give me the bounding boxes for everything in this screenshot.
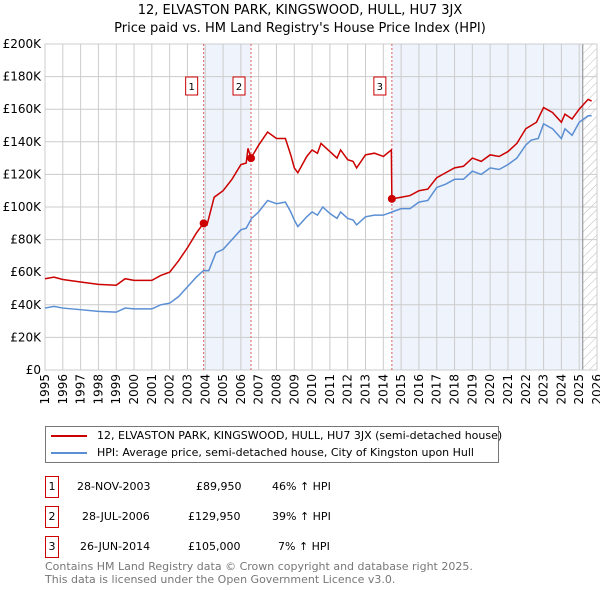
x-tick-label: 2010: [305, 374, 319, 405]
y-tick-label: £180K: [3, 70, 43, 84]
sale-price: £129,950: [188, 510, 241, 523]
x-tick-label: 2020: [483, 374, 497, 405]
table-row: 1 28-NOV-2003 £89,950 46% ↑ HPI: [45, 476, 445, 498]
x-tick-label: 1995: [38, 374, 52, 405]
legend-item-hpi: HPI: Average price, semi-detached house,…: [51, 444, 474, 461]
legend-item-property: 12, ELVASTON PARK, KINGSWOOD, HULL, HU7 …: [51, 427, 502, 444]
sale-marker-box: [185, 76, 199, 96]
footer-copyright: Contains HM Land Registry data © Crown c…: [45, 560, 473, 573]
sale-price: £105,000: [188, 540, 241, 553]
sale-date: 28-NOV-2003: [77, 480, 151, 493]
chart-title: 12, ELVASTON PARK, KINGSWOOD, HULL, HU7 …: [137, 3, 463, 18]
property-price-line: [44, 98, 592, 287]
footer-licence: This data is licensed under the Open Gov…: [45, 573, 396, 586]
x-tick-label: 2013: [359, 374, 373, 405]
x-tick-label: 2003: [180, 374, 194, 405]
chart-subtitle: Price paid vs. HM Land Registry's House …: [114, 21, 486, 36]
y-tick-label: £20K: [10, 330, 42, 344]
sale-point: [247, 154, 256, 163]
x-tick-label: 1997: [74, 374, 88, 405]
x-tick-label: 2006: [234, 374, 248, 405]
sale-badge: 3: [45, 536, 59, 558]
y-tick-label: £100K: [3, 200, 43, 214]
table-row: 2 28-JUL-2006 £129,950 39% ↑ HPI: [45, 506, 445, 528]
x-tick-label: 2024: [554, 374, 568, 405]
x-tick-label: 2021: [501, 374, 515, 405]
x-tick-label: 2015: [394, 374, 408, 405]
sale-hpi: 39% ↑ HPI: [272, 510, 331, 523]
sale-marker-label: 2: [236, 82, 242, 93]
sale-marker-box: [232, 76, 246, 96]
y-tick-label: £0: [26, 363, 41, 377]
x-tick-label: 2009: [287, 374, 301, 405]
y-tick-label: £80K: [10, 233, 42, 247]
x-tick-label: 2014: [376, 374, 390, 405]
x-tick-label: 2008: [269, 374, 283, 405]
sale-point: [199, 219, 208, 228]
x-tick-label: 2018: [448, 374, 462, 405]
sale-point: [387, 194, 396, 203]
x-tick-label: 2017: [430, 374, 444, 405]
sale-hpi: 46% ↑ HPI: [272, 480, 331, 493]
plot-frame: [44, 43, 598, 371]
sale-date: 28-JUL-2006: [82, 510, 150, 523]
y-tick-label: £200K: [3, 37, 43, 51]
x-tick-label: 2000: [127, 374, 141, 405]
x-tick-label: 2011: [323, 374, 337, 405]
x-tick-label: 2005: [216, 374, 230, 405]
x-tick-label: 2012: [341, 374, 355, 405]
sale-badge: 1: [45, 476, 59, 498]
y-tick-label: £160K: [3, 102, 43, 116]
legend-swatch-red: [51, 434, 87, 437]
legend-swatch-blue: [51, 451, 87, 454]
x-tick-label: 2007: [252, 374, 266, 405]
x-tick-label: 2001: [145, 374, 159, 405]
sale-date: 26-JUN-2014: [80, 540, 151, 553]
y-tick-label: £120K: [3, 167, 43, 181]
sale-marker-label: 1: [188, 82, 194, 93]
sale-price: £89,950: [196, 480, 242, 493]
x-tick-label: 1996: [56, 374, 70, 405]
x-tick-label: 2019: [465, 374, 479, 405]
table-row: 3 26-JUN-2014 £105,000 7% ↑ HPI: [45, 536, 445, 558]
y-tick-label: £40K: [10, 298, 42, 312]
y-tick-label: £60K: [10, 265, 42, 279]
legend-label: 12, ELVASTON PARK, KINGSWOOD, HULL, HU7 …: [97, 429, 503, 442]
sale-marker-box: [373, 76, 387, 96]
x-tick-label: 2004: [198, 374, 212, 405]
x-tick-label: 2002: [163, 374, 177, 405]
sale-badge: 2: [45, 506, 59, 528]
legend-label: HPI: Average price, semi-detached house,…: [97, 446, 474, 459]
legend: 12, ELVASTON PARK, KINGSWOOD, HULL, HU7 …: [45, 426, 502, 463]
x-tick-label: 2016: [412, 374, 426, 405]
x-tick-label: 2025: [572, 374, 586, 405]
x-tick-label: 2026: [590, 374, 600, 405]
price-chart: 1995 1996 1997 1998 1999 2000 2001 2002 2003 2004…: [3, 37, 600, 405]
x-tick-label: 2023: [537, 374, 551, 405]
x-tick-label: 1999: [109, 374, 123, 405]
x-tick-label: 2022: [519, 374, 533, 405]
sale-hpi: 7% ↑ HPI: [278, 540, 330, 553]
hpi-line: [44, 114, 592, 313]
x-tick-label: 1998: [91, 374, 105, 405]
sale-marker-label: 3: [377, 82, 383, 93]
y-tick-label: £140K: [3, 135, 43, 149]
